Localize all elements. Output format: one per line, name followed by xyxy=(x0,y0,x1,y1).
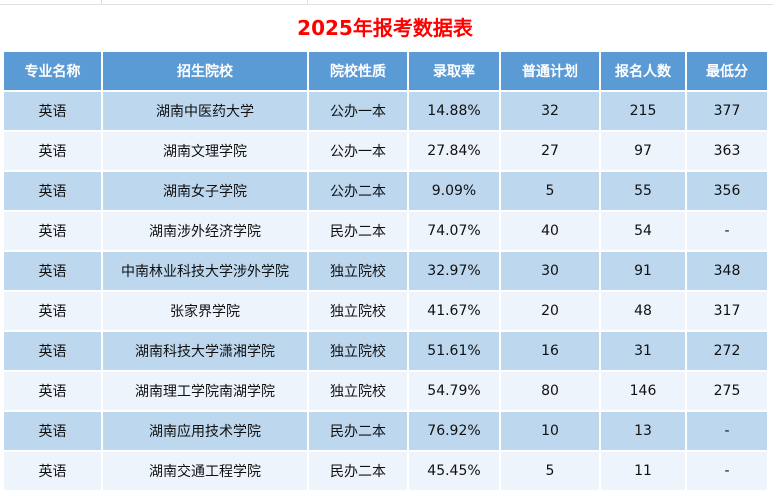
cell-major: 英语 xyxy=(4,452,101,490)
cell-applicants: 31 xyxy=(601,332,685,370)
table-row: 英语 湖南应用技术学院 民办二本 76.92% 10 13- xyxy=(4,412,767,450)
cell-plan: 5 xyxy=(501,172,599,210)
cell-school: 张家界学院 xyxy=(103,292,307,330)
cell-applicants: 13 xyxy=(601,412,685,450)
cell-school-type: 公办二本 xyxy=(309,172,407,210)
cell-school-type: 独立院校 xyxy=(309,372,407,410)
cell-admission-rate: 76.92% xyxy=(409,412,499,450)
cell-major: 英语 xyxy=(4,132,101,170)
cell-min-score: 317 xyxy=(687,292,767,330)
cell-major: 英语 xyxy=(4,292,101,330)
column-header-school: 招生院校 xyxy=(103,52,307,90)
cell-min-score: 356 xyxy=(687,172,767,210)
cell-admission-rate: 51.61% xyxy=(409,332,499,370)
cell-school-type: 民办二本 xyxy=(309,452,407,490)
cell-plan: 27 xyxy=(501,132,599,170)
table-row: 英语 中南林业科技大学涉外学院 独立院校 32.97% 30 91 348 xyxy=(4,252,767,290)
cell-applicants: 91 xyxy=(601,252,685,290)
cell-major: 英语 xyxy=(4,172,101,210)
sheet-gridline xyxy=(101,0,102,5)
cell-school-type: 民办二本 xyxy=(309,212,407,250)
cell-school: 湖南科技大学潇湘学院 xyxy=(103,332,307,370)
table-title: 2025年报考数据表 xyxy=(297,16,473,40)
cell-plan: 30 xyxy=(501,252,599,290)
cell-major: 英语 xyxy=(4,212,101,250)
cell-min-score: - xyxy=(687,412,767,450)
cell-plan: 16 xyxy=(501,332,599,370)
cell-plan: 32 xyxy=(501,92,599,130)
cell-admission-rate: 27.84% xyxy=(409,132,499,170)
cell-school-type: 公办一本 xyxy=(309,92,407,130)
cell-admission-rate: 74.07% xyxy=(409,212,499,250)
cell-school: 湖南中医药大学 xyxy=(103,92,307,130)
sheet-gridline xyxy=(0,4,773,5)
table-row: 英语 湖南涉外经济学院 民办二本 74.07% 40 54- xyxy=(4,212,767,250)
cell-admission-rate: 9.09% xyxy=(409,172,499,210)
cell-admission-rate: 32.97% xyxy=(409,252,499,290)
table-row: 英语 张家界学院 独立院校 41.67% 20 48 317 xyxy=(4,292,767,330)
cell-school-type: 独立院校 xyxy=(309,252,407,290)
column-header-school-type: 院校性质 xyxy=(309,52,407,90)
column-header-plan: 普通计划 xyxy=(501,52,599,90)
cell-applicants: 215 xyxy=(601,92,685,130)
column-header-major: 专业名称 xyxy=(4,52,101,90)
cell-school-type: 独立院校 xyxy=(309,332,407,370)
cell-major: 英语 xyxy=(4,332,101,370)
cell-admission-rate: 54.79% xyxy=(409,372,499,410)
cell-major: 英语 xyxy=(4,372,101,410)
cell-applicants: 48 xyxy=(601,292,685,330)
cell-school: 中南林业科技大学涉外学院 xyxy=(103,252,307,290)
cell-school-type: 民办二本 xyxy=(309,412,407,450)
cell-plan: 20 xyxy=(501,292,599,330)
cell-min-score: 363 xyxy=(687,132,767,170)
cell-admission-rate: 14.88% xyxy=(409,92,499,130)
cell-school-type: 独立院校 xyxy=(309,292,407,330)
cell-plan: 40 xyxy=(501,212,599,250)
cell-school: 湖南女子学院 xyxy=(103,172,307,210)
cell-min-score: 275 xyxy=(687,372,767,410)
cell-applicants: 146 xyxy=(601,372,685,410)
cell-min-score: - xyxy=(687,212,767,250)
header-row: 专业名称 招生院校 院校性质 录取率 普通计划 报名人数 最低分 xyxy=(4,52,767,90)
column-header-min-score: 最低分 xyxy=(687,52,767,90)
table-row: 英语 湖南女子学院 公办二本 9.09% 5 55 356 xyxy=(4,172,767,210)
cell-major: 英语 xyxy=(4,92,101,130)
data-table: 专业名称 招生院校 院校性质 录取率 普通计划 报名人数 最低分 英语 湖南中医药大学 公办一本… xyxy=(2,50,769,492)
cell-school: 湖南理工学院南湖学院 xyxy=(103,372,307,410)
cell-admission-rate: 45.45% xyxy=(409,452,499,490)
cell-plan: 10 xyxy=(501,412,599,450)
cell-major: 英语 xyxy=(4,412,101,450)
cell-min-score: 377 xyxy=(687,92,767,130)
cell-applicants: 11 xyxy=(601,452,685,490)
cell-major: 英语 xyxy=(4,252,101,290)
table-row: 英语 湖南科技大学潇湘学院 独立院校 51.61% 16 31 272 xyxy=(4,332,767,370)
cell-school-type: 公办一本 xyxy=(309,132,407,170)
cell-school: 湖南涉外经济学院 xyxy=(103,212,307,250)
table-row: 英语 湖南交通工程学院 民办二本 45.45% 5 11- xyxy=(4,452,767,490)
cell-applicants: 97 xyxy=(601,132,685,170)
table-row: 英语 湖南理工学院南湖学院 独立院校 54.79% 80 146 275 xyxy=(4,372,767,410)
cell-plan: 80 xyxy=(501,372,599,410)
cell-admission-rate: 41.67% xyxy=(409,292,499,330)
column-header-applicants: 报名人数 xyxy=(601,52,685,90)
cell-min-score: 348 xyxy=(687,252,767,290)
table-row: 英语 湖南中医药大学 公办一本 14.88% 32 215 377 xyxy=(4,92,767,130)
cell-school: 湖南应用技术学院 xyxy=(103,412,307,450)
cell-school: 湖南文理学院 xyxy=(103,132,307,170)
cell-min-score: - xyxy=(687,452,767,490)
cell-min-score: 272 xyxy=(687,332,767,370)
column-header-admission-rate: 录取率 xyxy=(409,52,499,90)
cell-plan: 5 xyxy=(501,452,599,490)
table-row: 英语 湖南文理学院 公办一本 27.84% 27 97 363 xyxy=(4,132,767,170)
cell-school: 湖南交通工程学院 xyxy=(103,452,307,490)
sheet-gridline xyxy=(307,0,308,5)
cell-applicants: 54 xyxy=(601,212,685,250)
cell-applicants: 55 xyxy=(601,172,685,210)
